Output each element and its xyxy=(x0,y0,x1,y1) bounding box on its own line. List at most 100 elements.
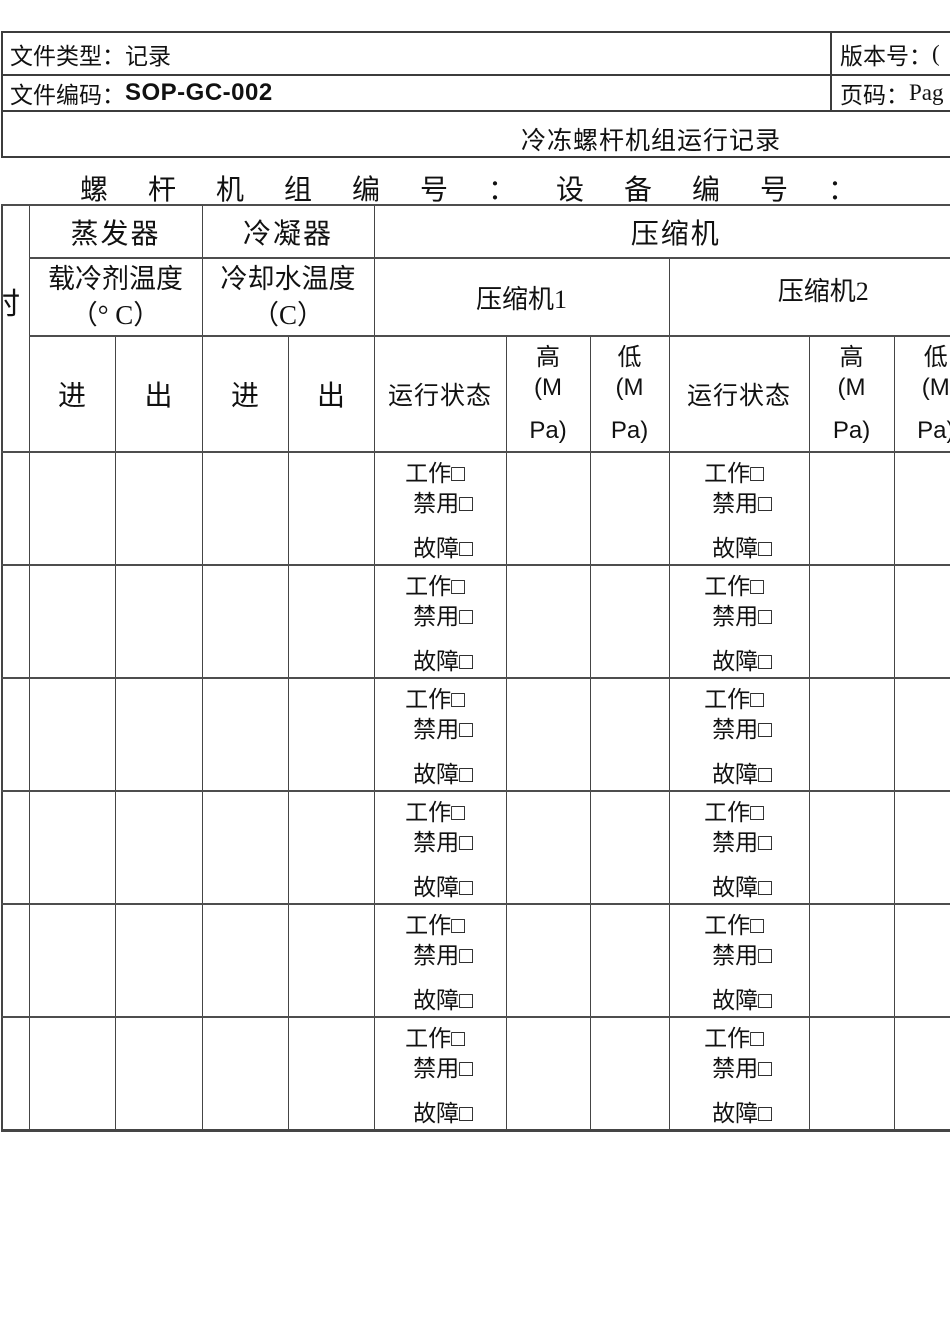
status-option-disabled: 禁用□ xyxy=(712,491,772,516)
status-option-disabled: 禁用□ xyxy=(413,604,473,629)
time-cell-empty xyxy=(1,564,30,679)
high-pressure-cell-comp1 xyxy=(505,451,591,566)
low-pressure-cell-comp1 xyxy=(589,1016,670,1132)
run-status-cell-comp2: 工作□ 禁用□ 故障□ xyxy=(668,790,810,905)
status-option-disabled: 禁用□ xyxy=(712,943,772,968)
coolant-temp-line1: 载冷剂温度 xyxy=(48,264,183,294)
time-cell-empty xyxy=(1,677,30,792)
low-pressure-cell-comp2 xyxy=(893,677,950,792)
status-option-disabled: 禁用□ xyxy=(712,717,772,742)
status-option-work: 工作□ xyxy=(704,913,764,938)
table-row: 工作□ 禁用□ 故障□ 工作□ 禁用□ 故障□ xyxy=(1,790,950,905)
cond-out-cell xyxy=(287,564,375,679)
evap-in-cell xyxy=(28,903,116,1018)
header-cooling-water-temp: 冷却水温度 （C） xyxy=(201,257,375,337)
page-number-value: Pag xyxy=(909,80,944,105)
high-line1: 高 xyxy=(536,344,561,371)
status-option-work: 工作□ xyxy=(405,687,465,712)
run-status-cell-comp1: 工作□ 禁用□ 故障□ xyxy=(373,1016,507,1132)
header-coolant-temp: 载冷剂温度 （° C） xyxy=(28,257,203,337)
file-type-cell: 文件类型： 记录 xyxy=(3,33,830,74)
status-option-work: 工作□ xyxy=(704,800,764,825)
status-option-disabled: 禁用□ xyxy=(413,491,473,516)
version-cell: 版本号： ( xyxy=(830,33,950,74)
run-status-cell-comp1: 工作□ 禁用□ 故障□ xyxy=(373,790,507,905)
cond-in-cell xyxy=(201,903,289,1018)
status-option-disabled: 禁用□ xyxy=(413,943,473,968)
evap-in-cell xyxy=(28,790,116,905)
low-line3: Pa) xyxy=(917,416,950,444)
evap-in-cell xyxy=(28,1016,116,1132)
status-option-work: 工作□ xyxy=(405,1026,465,1051)
high-pressure-cell-comp2 xyxy=(808,564,895,679)
low-line1: 低 xyxy=(617,344,642,371)
evap-out-cell xyxy=(114,677,203,792)
cond-in-cell xyxy=(201,677,289,792)
header-compressor-2: 压缩机2 xyxy=(668,257,950,337)
version-value: ( xyxy=(932,40,940,66)
run-status-cell-comp1: 工作□ 禁用□ 故障□ xyxy=(373,451,507,566)
table-row: 工作□ 禁用□ 故障□ 工作□ 禁用□ 故障□ xyxy=(1,903,950,1018)
cond-out-cell xyxy=(287,790,375,905)
page-number-label: 页码： xyxy=(840,83,909,108)
time-column-header: 时 xyxy=(1,204,30,453)
status-option-work: 工作□ xyxy=(704,1026,764,1051)
evap-in-cell xyxy=(28,564,116,679)
status-option-fault: 故障□ xyxy=(413,875,473,900)
doc-info-row-2: 文件编码： SOP-GC-002 页码： Pag xyxy=(3,76,950,112)
cond-out-cell xyxy=(287,1016,375,1132)
header-high-pressure-1: 高 (M Pa) xyxy=(505,335,591,453)
header-evap-out: 出 xyxy=(114,335,203,453)
doc-info-row-1: 文件类型： 记录 版本号： ( xyxy=(3,33,950,76)
status-option-fault: 故障□ xyxy=(712,762,772,787)
high-pressure-cell-comp2 xyxy=(808,790,895,905)
status-option-disabled: 禁用□ xyxy=(712,1056,772,1081)
evap-out-cell xyxy=(114,903,203,1018)
table-header-row-sub: 载冷剂温度 （° C） 冷却水温度 （C） 压缩机1 压缩机2 xyxy=(2,257,950,337)
high-line3: Pa) xyxy=(529,416,567,444)
header-evap-in: 进 xyxy=(28,335,116,453)
low-pressure-cell-comp2 xyxy=(893,564,950,679)
status-option-work: 工作□ xyxy=(405,461,465,486)
run-status-cell-comp1: 工作□ 禁用□ 故障□ xyxy=(373,903,507,1018)
status-option-disabled: 禁用□ xyxy=(413,830,473,855)
cooling-water-line2: （C） xyxy=(252,300,325,330)
high-pressure-cell-comp1 xyxy=(505,677,591,792)
status-option-disabled: 禁用□ xyxy=(413,1056,473,1081)
high-pressure-cell-comp1 xyxy=(505,903,591,1018)
low-pressure-cell-comp2 xyxy=(893,451,950,566)
status-option-work: 工作□ xyxy=(405,800,465,825)
run-status-cell-comp2: 工作□ 禁用□ 故障□ xyxy=(668,903,810,1018)
operation-record-table: 时 蒸发器 冷凝器 压缩机 载冷剂温度 （° C） 冷却水温度 （C） 压缩机1… xyxy=(1,204,950,1132)
low-line1: 低 xyxy=(923,344,948,371)
high-pressure-cell-comp1 xyxy=(505,1016,591,1132)
high-line3: Pa) xyxy=(832,416,871,444)
high-line2: (M xyxy=(837,373,866,401)
status-option-fault: 故障□ xyxy=(712,649,772,674)
low-pressure-cell-comp1 xyxy=(589,903,670,1018)
version-label: 版本号： xyxy=(840,43,932,69)
table-row: 工作□ 禁用□ 故障□ 工作□ 禁用□ 故障□ xyxy=(1,451,950,566)
cond-in-cell xyxy=(201,564,289,679)
high-line1: 高 xyxy=(839,344,864,371)
run-status-cell-comp2: 工作□ 禁用□ 故障□ xyxy=(668,564,810,679)
status-option-work: 工作□ xyxy=(704,461,764,486)
status-option-work: 工作□ xyxy=(405,913,465,938)
time-column-fragment: 时 xyxy=(3,290,20,320)
low-line2: (M xyxy=(921,373,950,401)
time-cell-empty xyxy=(1,1016,30,1132)
run-status-cell-comp2: 工作□ 禁用□ 故障□ xyxy=(668,451,810,566)
time-cell-empty xyxy=(1,451,30,566)
file-code-label: 文件编码： xyxy=(10,83,125,108)
status-option-fault: 故障□ xyxy=(712,988,772,1013)
header-run-status-2: 运行状态 xyxy=(668,335,810,453)
time-cell-empty xyxy=(1,790,30,905)
status-option-work: 工作□ xyxy=(405,574,465,599)
header-low-pressure-1: 低 (M Pa) xyxy=(589,335,670,453)
status-option-fault: 故障□ xyxy=(413,1101,473,1126)
status-option-disabled: 禁用□ xyxy=(712,830,772,855)
high-line2: (M xyxy=(534,373,563,401)
header-high-pressure-2: 高 (M Pa) xyxy=(808,335,895,453)
evap-out-cell xyxy=(114,451,203,566)
